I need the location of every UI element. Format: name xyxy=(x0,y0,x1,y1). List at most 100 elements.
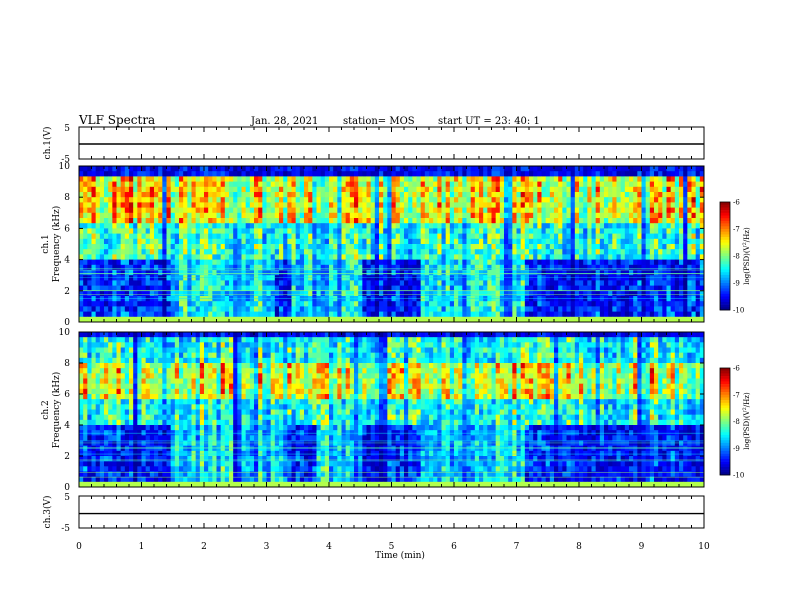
spectrogram-cell xyxy=(692,275,697,281)
spectrogram-cell xyxy=(612,187,617,193)
spectrogram-cell xyxy=(150,213,155,219)
spectrogram-cell xyxy=(337,197,342,203)
spectrogram-cell xyxy=(321,244,326,250)
spectrogram-cell xyxy=(633,187,638,193)
spectrogram-cell xyxy=(579,306,584,312)
spectrogram-cell xyxy=(354,213,359,219)
spectrogram-cell xyxy=(350,260,355,266)
spectrogram-cell xyxy=(325,254,330,260)
spectrogram-cell xyxy=(521,275,526,281)
spectrogram-cell xyxy=(258,228,263,234)
spectrogram-cell xyxy=(554,192,559,198)
spectrogram-cell xyxy=(546,291,551,297)
spectrogram-cell xyxy=(167,249,172,255)
spectrogram-cell xyxy=(617,296,622,302)
spectrogram-cell xyxy=(421,280,426,286)
spectrogram-cell xyxy=(233,301,238,307)
spectrogram-cell xyxy=(425,275,430,281)
spectrogram-cell xyxy=(542,280,547,286)
spectrogram-cell xyxy=(192,312,197,318)
spectrogram-cell xyxy=(187,260,192,266)
spectrogram-cell xyxy=(417,218,422,224)
spectrogram-cell xyxy=(83,275,88,281)
spectrogram-cell xyxy=(96,275,101,281)
spectrogram-cell xyxy=(496,306,501,312)
spectrogram-cell xyxy=(154,223,159,229)
spectrogram-cell xyxy=(554,265,559,271)
spectrogram-cell xyxy=(167,337,172,343)
spectrogram-cell xyxy=(567,249,572,255)
spectrogram-cell xyxy=(579,192,584,198)
spectrogram-cell xyxy=(321,182,326,188)
spectrogram-cell xyxy=(658,312,663,318)
spectrogram-cell xyxy=(246,192,251,198)
spectrogram-cell xyxy=(233,270,238,276)
spectrogram-cell xyxy=(675,254,680,260)
spectrogram-cell xyxy=(533,202,538,208)
spectrogram-cell xyxy=(79,197,84,203)
spectrogram-cell xyxy=(467,192,472,198)
spectrogram-cell xyxy=(121,171,126,177)
spectrogram-cell xyxy=(567,254,572,260)
spectrogram-cell xyxy=(225,275,230,281)
spectrogram-cell xyxy=(246,291,251,297)
spectrogram-cell xyxy=(304,291,309,297)
spectrogram-cell xyxy=(146,260,151,266)
spectrogram-cell xyxy=(296,301,301,307)
spectrogram-cell xyxy=(392,332,397,338)
spectrogram-cell xyxy=(117,187,122,193)
start-time-label: start UT = 23: 40: 1 xyxy=(438,116,540,127)
spectrogram-cell xyxy=(142,280,147,286)
spectrogram-cell xyxy=(396,171,401,177)
spectrogram-cell xyxy=(267,182,272,188)
spectrogram-cell xyxy=(687,187,692,193)
spectrogram-cell xyxy=(196,260,201,266)
spectrogram-cell xyxy=(287,218,292,224)
spectrogram-cell xyxy=(79,337,84,343)
spectrogram-cell xyxy=(362,312,367,318)
spectrogram-cell xyxy=(304,306,309,312)
spectrogram-cell xyxy=(646,218,651,224)
spectrogram-cell xyxy=(350,291,355,297)
spectrogram-cell xyxy=(317,270,322,276)
spectrogram-cell xyxy=(362,202,367,208)
spectrogram-cell xyxy=(471,239,476,245)
spectrogram-cell xyxy=(179,332,184,338)
spectrogram-cell xyxy=(492,208,497,214)
spectrogram-cell xyxy=(533,176,538,182)
spectrogram-cell xyxy=(162,171,167,177)
spectrogram-cell xyxy=(546,312,551,318)
spectrogram-cell xyxy=(483,254,488,260)
spectrogram-cell xyxy=(429,166,434,172)
spectrogram-cell xyxy=(350,270,355,276)
spectrogram-cell xyxy=(646,332,651,338)
spectrogram-cell xyxy=(600,280,605,286)
spectrogram-cell xyxy=(600,301,605,307)
spectrogram-cell xyxy=(371,176,376,182)
spectrogram-cell xyxy=(433,202,438,208)
spectrogram-cell xyxy=(167,223,172,229)
spectrogram-cell xyxy=(300,249,305,255)
spectrogram-cell xyxy=(367,208,372,214)
spectrogram-cell xyxy=(546,218,551,224)
spectrogram-cell xyxy=(592,202,597,208)
spectrogram-cell xyxy=(421,166,426,172)
spectrogram-cell xyxy=(400,312,405,318)
spectrogram-cell xyxy=(79,187,84,193)
spectrogram-cell xyxy=(208,275,213,281)
spectrogram-cell xyxy=(671,244,676,250)
spectrogram-cell xyxy=(383,301,388,307)
spectrogram-cell xyxy=(150,337,155,343)
spectrogram-cell xyxy=(296,254,301,260)
spectrogram-cell xyxy=(487,270,492,276)
spectrogram-cell xyxy=(575,260,580,266)
spectrogram-cell xyxy=(92,332,97,338)
spectrogram-cell xyxy=(133,208,138,214)
spectrogram-cell xyxy=(171,202,176,208)
spectrogram-cell xyxy=(250,176,255,182)
spectrogram-cell xyxy=(458,291,463,297)
spectrogram-cell xyxy=(337,218,342,224)
spectrogram-cell xyxy=(196,213,201,219)
spectrogram-cell xyxy=(646,192,651,198)
